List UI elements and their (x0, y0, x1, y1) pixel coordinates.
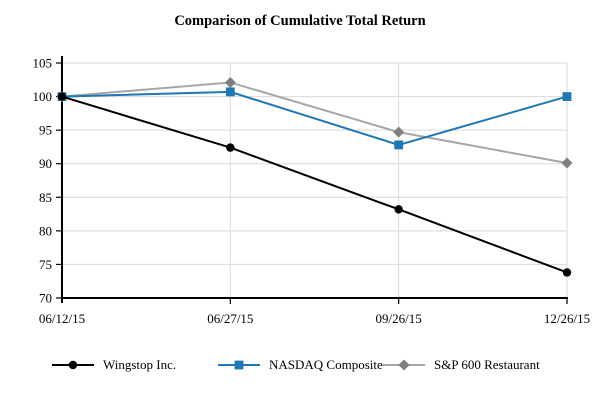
legend-item-sp600: S&P 600 Restaurant (383, 357, 540, 373)
circle-marker-icon (226, 143, 235, 152)
x-tick-label: 12/26/15 (544, 311, 590, 326)
legend-label-wingstop: Wingstop Inc. (103, 357, 177, 372)
diamond-marker-icon (224, 76, 236, 88)
diamond-marker-icon (398, 359, 410, 371)
circle-marker-icon (562, 268, 572, 277)
chart-plot-area: 70 75 80 85 90 95 100 105 06/12/15 06/27/15 09/26/… (33, 56, 591, 327)
square-marker-icon (394, 140, 404, 150)
legend-swatch-svg (218, 360, 260, 370)
y-tick-label: 80 (39, 223, 52, 238)
y-tick-label: 75 (39, 257, 52, 272)
circle-marker-icon (52, 358, 94, 372)
circle-marker-icon (57, 92, 67, 101)
diamond-marker-icon (383, 358, 425, 372)
chart-title: Comparison of Cumulative Total Return (174, 13, 426, 29)
square-marker-icon (562, 92, 572, 101)
y-tick-label: 90 (39, 156, 52, 171)
diamond-marker-icon (393, 126, 405, 138)
x-tick-label: 06/12/15 (39, 311, 85, 326)
square-marker-icon (234, 360, 244, 370)
legend-swatch-svg (383, 359, 425, 371)
chart-legend: Wingstop Inc. NASDAQ Composite S&P 600 R… (0, 357, 600, 373)
series-line-nasdaq (61, 90, 568, 146)
square-marker-icon (225, 87, 235, 97)
square-marker-icon (218, 358, 260, 372)
circle-marker-icon (68, 360, 78, 370)
legend-item-wingstop: Wingstop Inc. (52, 357, 176, 373)
legend-swatch-svg (52, 360, 94, 370)
circle-marker-icon (394, 205, 403, 214)
y-tick-label: 85 (39, 190, 52, 205)
diamond-marker-icon (561, 157, 573, 169)
x-tick-label: 09/26/15 (376, 311, 422, 326)
x-tick-label: 06/27/15 (207, 311, 253, 326)
y-tick-label: 70 (39, 291, 52, 306)
legend-label-nasdaq: NASDAQ Composite (269, 357, 383, 372)
y-tick-label: 95 (39, 123, 52, 138)
y-tick-label: 100 (33, 89, 53, 104)
legend-label-sp600: S&P 600 Restaurant (434, 357, 540, 372)
y-tick-label: 105 (33, 56, 53, 71)
series-line-sp600 (61, 81, 568, 165)
legend-item-nasdaq: NASDAQ Composite (218, 357, 383, 373)
series-line-wingstop (61, 95, 568, 274)
